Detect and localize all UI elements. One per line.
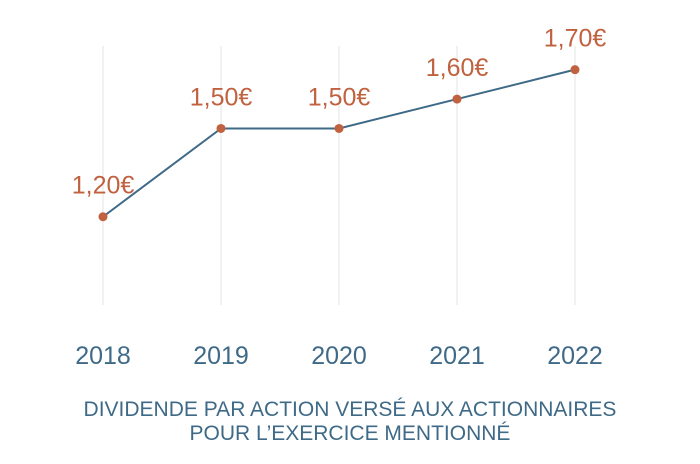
data-point-2022 xyxy=(570,65,580,75)
dividend-line-chart: 1,20€ 1,50€ 1,50€ 1,60€ 1,70€ 2018 2019 2020 202… xyxy=(72,25,607,370)
chart-caption-line-2: POUR L’EXERCICE MENTIONNÉ xyxy=(189,422,511,445)
data-label-2018: 1,20€ xyxy=(72,172,135,200)
x-tick-label-2019: 2019 xyxy=(193,342,249,370)
data-label-2021: 1,60€ xyxy=(426,54,489,82)
data-point-2019 xyxy=(216,123,226,133)
data-label-2020: 1,50€ xyxy=(308,83,371,111)
x-tick-label-2018: 2018 xyxy=(75,342,131,370)
data-point-2020 xyxy=(334,123,344,133)
x-tick-label-2021: 2021 xyxy=(429,342,485,370)
data-label-2019: 1,50€ xyxy=(190,83,253,111)
data-point-2018 xyxy=(98,212,108,222)
data-label-2022: 1,70€ xyxy=(544,25,607,53)
x-tick-label-2022: 2022 xyxy=(547,342,603,370)
chart-caption-line-1: DIVIDENDE PAR ACTION VERSÉ AUX ACTIONNAI… xyxy=(83,398,617,421)
x-tick-label-2020: 2020 xyxy=(311,342,367,370)
data-point-2021 xyxy=(452,94,462,104)
